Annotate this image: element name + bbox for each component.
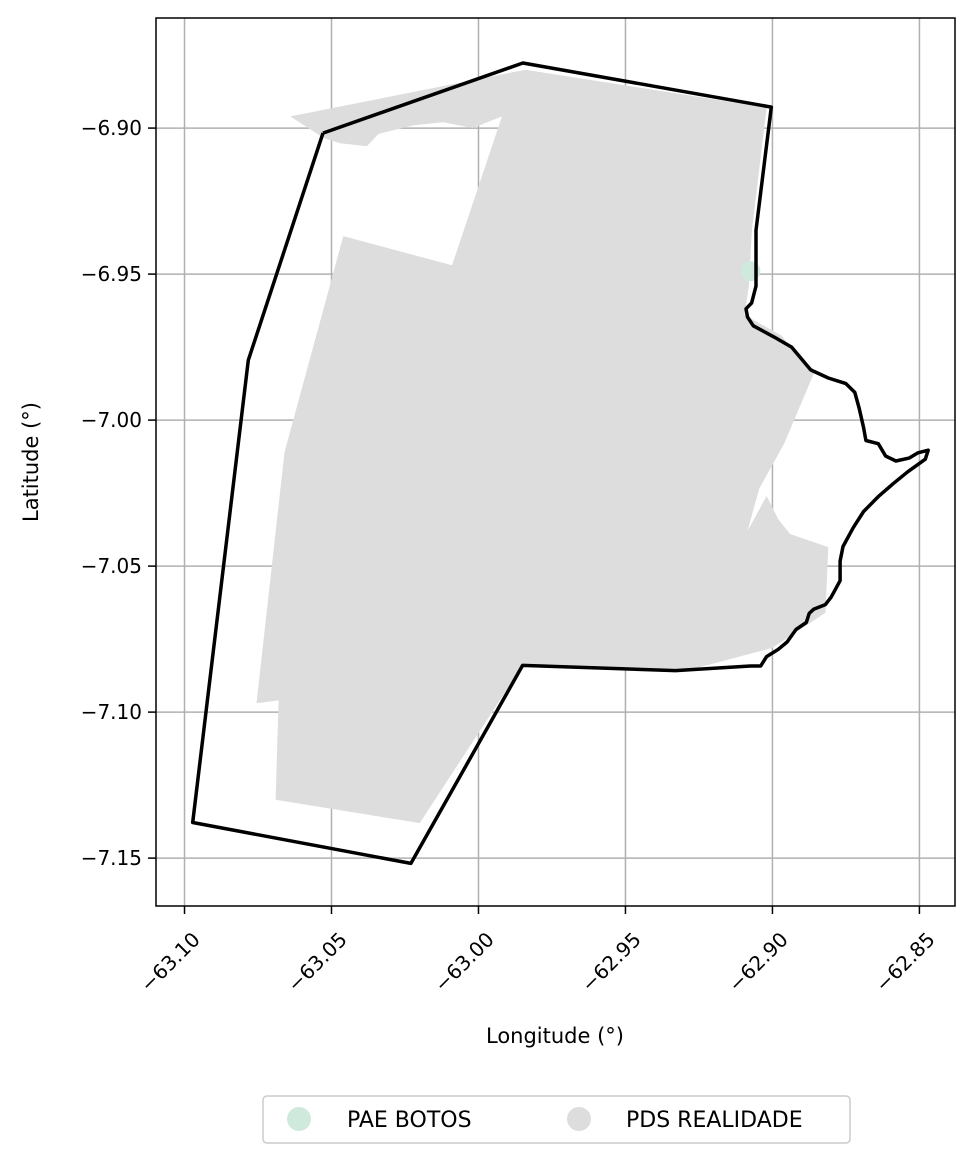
x-axis-title: Longitude (°) (486, 1024, 624, 1048)
municipality-boundary (190, 61, 930, 866)
x-axis-ticks: −63.10 −63.05 −63.00 −62.95 −62.90 −62.85 (135, 906, 940, 997)
x-tick-label-1: −63.05 (282, 927, 351, 996)
x-tick-label-3: −62.95 (576, 927, 645, 996)
x-tick-label-4: −62.90 (723, 927, 792, 996)
y-tick-label-2: −7.00 (81, 408, 142, 432)
legend-swatch-pds-realidade (567, 1107, 591, 1131)
legend-label-pae-botos: PAE BOTOS (347, 1108, 472, 1133)
legend-label-pds-realidade: PDS REALIDADE (626, 1108, 803, 1133)
y-tick-label-4: −7.10 (81, 700, 142, 724)
x-tick-label-5: −62.85 (870, 927, 939, 996)
x-tick-label-0: −63.10 (135, 927, 204, 996)
legend-swatch-pae-botos (287, 1107, 311, 1131)
y-axis-ticks: −6.90 −6.95 −7.00 −7.05 −7.10 −7.15 (81, 116, 156, 870)
y-tick-label-3: −7.05 (81, 554, 142, 578)
legend-box (262, 1095, 851, 1144)
y-tick-label-1: −6.95 (81, 262, 142, 286)
pds-realidade-area (256, 69, 829, 824)
x-tick-label-2: −63.00 (429, 927, 498, 996)
y-axis-title: Latitude (°) (19, 402, 43, 522)
y-tick-label-0: −6.90 (81, 116, 142, 140)
plot-frame (155, 17, 956, 907)
legend: PAE BOTOS PDS REALIDADE (262, 1095, 851, 1144)
y-tick-label-5: −7.15 (81, 846, 142, 870)
